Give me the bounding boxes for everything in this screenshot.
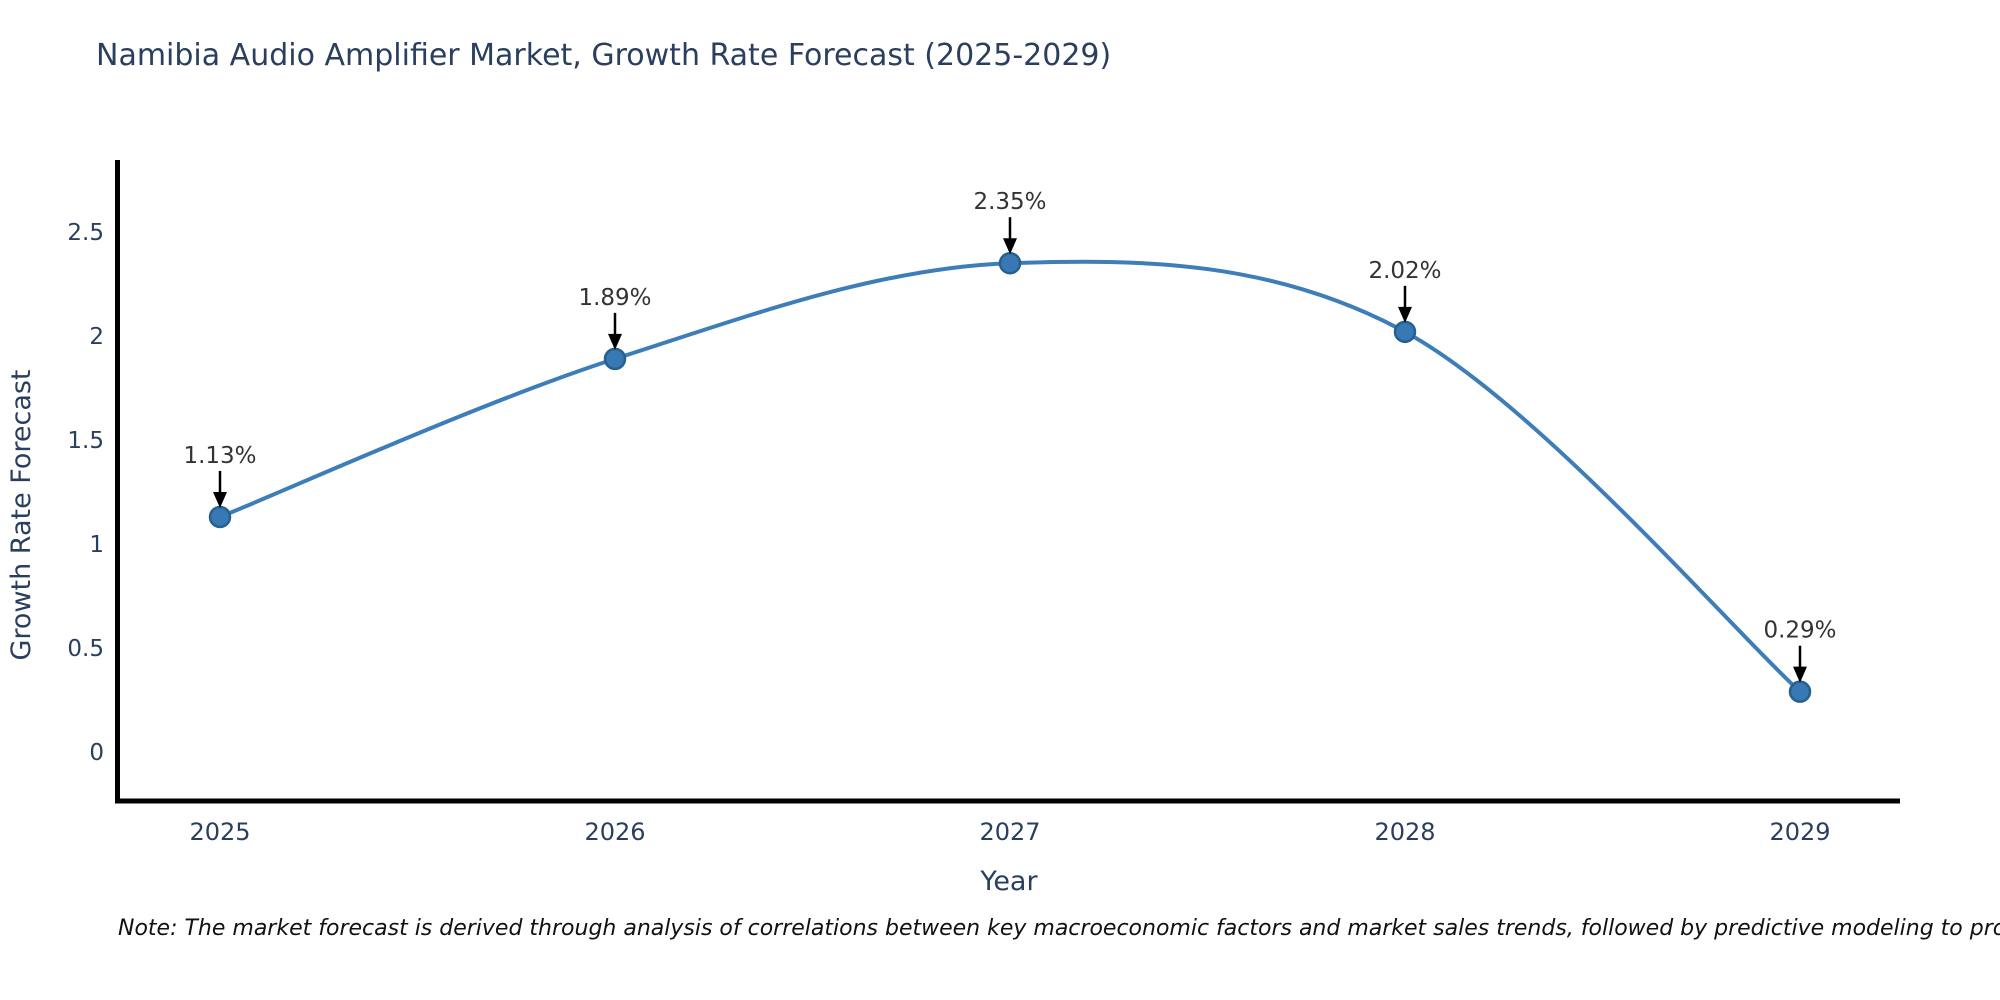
- forecast-line: [218, 259, 1802, 694]
- y-tick-label: 1.5: [67, 428, 104, 454]
- annotation-arrowhead-icon: [1003, 238, 1017, 255]
- data-point-marker: [1393, 320, 1417, 344]
- data-point-label: 1.13%: [183, 443, 256, 469]
- data-point-label: 0.29%: [1763, 618, 1836, 644]
- x-axis-title: Year: [979, 866, 1038, 897]
- data-point-label: 1.89%: [578, 285, 651, 311]
- data-point-marker: [603, 347, 627, 371]
- data-point-label: 2.35%: [973, 189, 1046, 215]
- x-tick-label: 2027: [979, 818, 1040, 846]
- chart-footnote: Note: The market forecast is derived thr…: [118, 916, 2000, 941]
- data-point-marker: [208, 505, 232, 529]
- y-axis-title: Growth Rate Forecast: [6, 369, 37, 660]
- x-tick-label: 2025: [189, 818, 250, 846]
- annotation-arrowhead-icon: [213, 491, 227, 508]
- data-point-label: 2.02%: [1368, 258, 1441, 284]
- data-point-marker: [998, 251, 1022, 275]
- y-tick-label: 0.5: [67, 636, 104, 662]
- x-tick-label: 2029: [1769, 818, 1830, 846]
- y-tick-label: 2: [89, 324, 104, 350]
- y-tick-label: 1: [89, 532, 104, 558]
- data-point-marker: [1788, 680, 1812, 703]
- x-tick-label: 2028: [1374, 818, 1435, 846]
- annotation-arrowhead-icon: [1398, 306, 1412, 323]
- y-tick-label: 0: [89, 740, 104, 766]
- annotation-arrowhead-icon: [1793, 666, 1807, 683]
- y-tick-label: 2.5: [67, 220, 104, 246]
- chart-title: Namibia Audio Amplifier Market, Growth R…: [96, 38, 1112, 73]
- annotation-arrowhead-icon: [608, 333, 622, 350]
- x-tick-label: 2026: [584, 818, 645, 846]
